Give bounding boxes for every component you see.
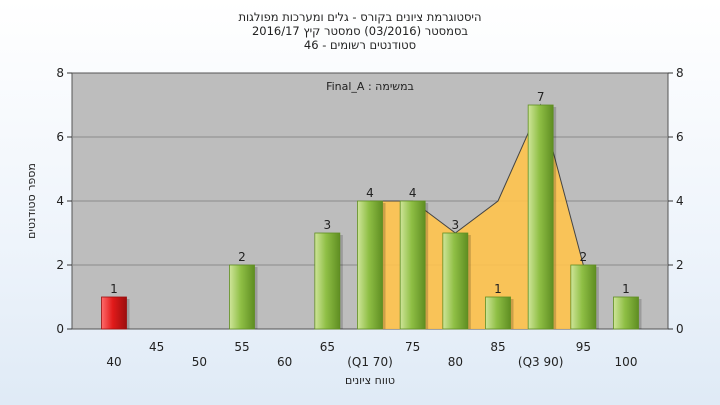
bar	[527, 104, 554, 330]
x-tick-label: 45	[149, 340, 164, 354]
bar-value-label: 7	[537, 90, 545, 104]
y-tick-label-left: 8	[56, 66, 64, 80]
bar-value-label: 4	[366, 186, 374, 200]
bar-group: 2	[229, 250, 258, 330]
x-axis-title: טווח ציונים	[345, 374, 395, 387]
axes: 0 0 2 2 4 4 6 6 8 8 40 45 50 55 60 65 (Q1 70) 75 80 85 (Q3 9…	[56, 66, 683, 369]
x-tick-label: 85	[490, 340, 505, 354]
bar	[442, 232, 469, 330]
bar-value-label: 1	[110, 282, 118, 296]
bar	[101, 296, 127, 330]
chart-subtitle-semester: בסמסטר (03/2016) סמסטר קיץ 2016/17	[251, 24, 469, 38]
x-tick-label: 95	[576, 340, 591, 354]
bar-group: 7	[527, 90, 557, 330]
y-tick-label-left: 6	[56, 130, 64, 144]
bar-value-label: 4	[409, 186, 417, 200]
x-tick-label: 75	[405, 340, 420, 354]
x-tick-label: 65	[320, 340, 335, 354]
bar-value-label: 2	[580, 250, 588, 264]
y-tick-label-right: 6	[676, 130, 684, 144]
bar-value-label: 1	[494, 282, 502, 296]
x-tick-label: 40	[106, 355, 121, 369]
task-annotation: במשימה : Final_A	[326, 80, 414, 93]
bar-value-label: 1	[622, 282, 630, 296]
x-tick-label: (Q1 70)	[347, 355, 393, 369]
bar-group: 3	[442, 218, 471, 330]
bar	[357, 200, 383, 330]
bar-group: 1	[613, 282, 642, 330]
x-tick-label: 80	[448, 355, 463, 369]
y-axis-title: מספר סטודנטים	[25, 163, 38, 239]
y-tick-label-left: 0	[56, 322, 64, 336]
bar-value-label: 3	[452, 218, 460, 232]
bar-value-label: 3	[324, 218, 332, 232]
bar	[570, 264, 597, 330]
bars: 1 2 3 4 4 3 1 7 2 1	[101, 90, 642, 330]
bar-group: 2	[570, 250, 599, 330]
y-tick-label-left: 2	[56, 258, 64, 272]
bar-group: 1	[485, 282, 514, 330]
bar-group: 3	[314, 218, 343, 330]
x-tick-label: 100	[615, 355, 638, 369]
bar	[613, 296, 639, 330]
x-tick-label: 55	[234, 340, 249, 354]
y-tick-label-right: 0	[676, 322, 684, 336]
bar	[485, 296, 511, 330]
chart-title: היסטוגרמת ציונים בקורס - גלים ומערכות מפ…	[238, 10, 482, 24]
chart-title-block: היסטוגרמת ציונים בקורס - גלים ומערכות מפ…	[0, 10, 720, 52]
y-tick-label-right: 2	[676, 258, 684, 272]
y-tick-label-right: 8	[676, 66, 684, 80]
bar-group: 4	[399, 186, 429, 330]
chart-subtitle-students: סטודנטים רשומים - 46	[303, 38, 417, 52]
y-tick-label-right: 4	[676, 194, 684, 208]
bar	[399, 200, 426, 330]
x-tick-label: (Q3 90)	[518, 355, 564, 369]
bar-group: 1	[101, 282, 130, 330]
bar	[314, 232, 341, 330]
x-tick-label: 50	[192, 355, 207, 369]
y-tick-label-left: 4	[56, 194, 64, 208]
bar-group: 4	[357, 186, 386, 330]
bar	[229, 264, 255, 330]
bar-value-label: 2	[238, 250, 246, 264]
x-tick-label: 60	[277, 355, 292, 369]
